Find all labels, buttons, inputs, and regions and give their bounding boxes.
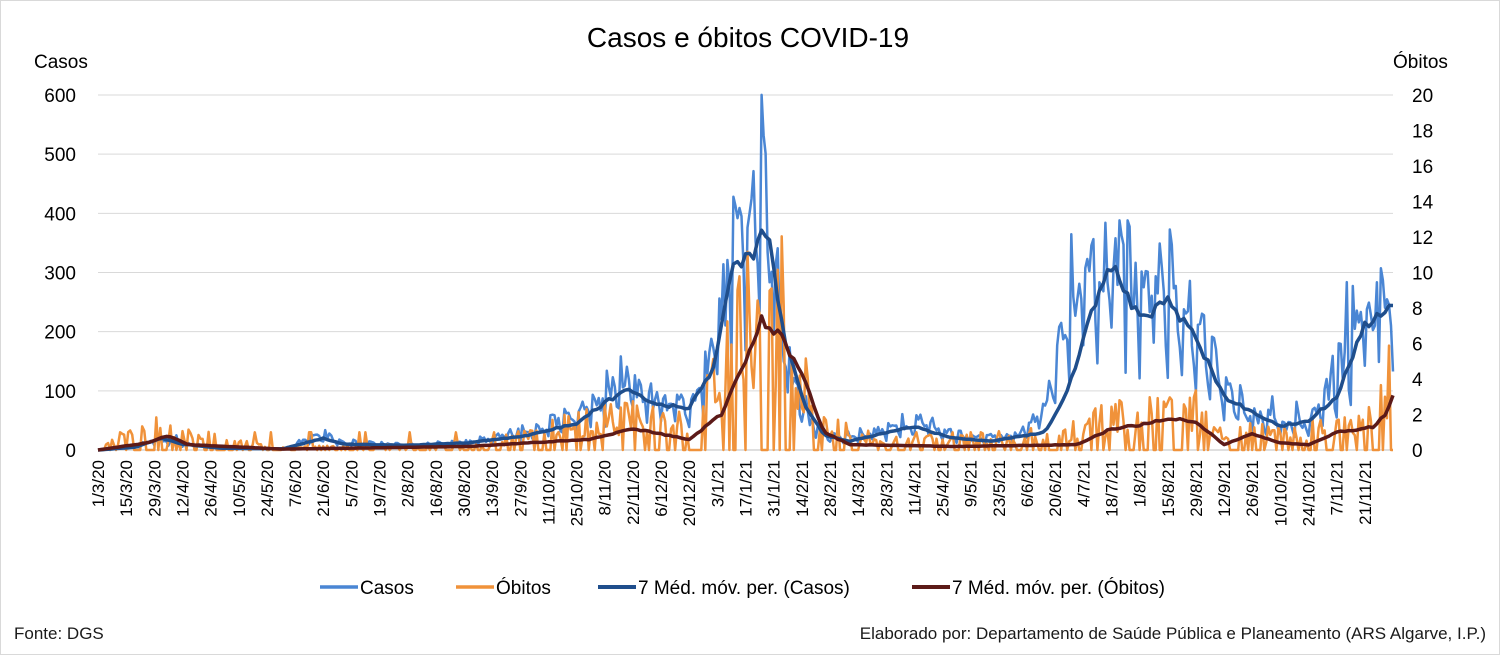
x-tick-label: 13/9/20 [483,460,502,517]
y-tick-right: 20 [1412,86,1433,107]
x-tick-label: 7/11/21 [1328,460,1347,515]
y-tick-left: 600 [44,86,76,107]
x-tick-label: 1/8/21 [1131,460,1150,507]
x-tick-label: 28/2/21 [821,460,840,517]
x-tick-label: 31/1/21 [765,460,784,517]
y-tick-right: 4 [1412,370,1423,391]
x-tick-label: 23/5/21 [990,460,1009,517]
x-tick-label: 10/10/21 [1271,460,1290,526]
x-tick-label: 26/9/21 [1243,460,1262,517]
x-tick-label: 12/9/21 [1215,460,1234,517]
y-tick-left: 300 [44,264,76,285]
y-tick-right: 18 [1412,122,1433,143]
y-tick-right: 10 [1412,264,1433,285]
y-tick-right: 0 [1412,441,1423,462]
x-tick-label: 19/7/20 [371,460,390,517]
x-tick-label: 15/8/21 [1159,460,1178,517]
x-tick-label: 30/8/20 [455,460,474,517]
x-tick-label: 5/7/20 [342,460,361,507]
y-tick-right: 8 [1412,299,1423,320]
x-tick-label: 24/10/21 [1300,460,1319,526]
x-tick-label: 17/1/21 [737,460,756,517]
x-tick-label: 27/9/20 [511,460,530,517]
x-tick-label: 20/6/21 [1046,460,1065,517]
x-tick-label: 20/12/20 [680,460,699,526]
y-tick-right: 12 [1412,228,1433,249]
x-tick-label: 6/6/21 [1018,460,1037,507]
chart-title: Casos e óbitos COVID-19 [587,22,909,53]
x-tick-label: 3/1/21 [708,460,727,507]
y-tick-left: 500 [44,145,76,166]
y-axis-left-label: Casos [34,52,88,73]
x-tick-label: 12/4/20 [173,460,192,517]
y-tick-right: 14 [1412,193,1434,214]
series-line-2 [97,228,1394,452]
footer-source: Fonte: DGS [14,624,104,643]
x-tick-label: 6/12/20 [652,460,671,517]
x-tick-label: 25/10/20 [568,460,587,526]
x-tick-label: 22/11/20 [624,460,643,525]
y-tick-left: 400 [44,204,76,225]
x-tick-label: 26/4/20 [202,460,221,517]
y-axis-right-label: Óbitos [1393,51,1448,73]
x-tick-label: 28/3/21 [877,460,896,517]
x-tick-label: 7/6/20 [286,460,305,507]
x-tick-label: 29/3/20 [145,460,164,517]
series-line-3 [97,314,1395,452]
x-tick-label: 8/11/20 [596,460,615,515]
x-tick-label: 4/7/21 [1074,460,1093,507]
x-tick-label: 21/11/21 [1356,460,1375,525]
x-tick-label: 16/8/20 [427,460,446,517]
x-tick-label: 14/2/21 [793,460,812,517]
legend-label: Casos [360,578,414,599]
legend-label: 7 Méd. móv. per. (Óbitos) [952,577,1165,599]
y-tick-right: 2 [1412,406,1423,427]
x-tick-label: 1/3/20 [89,460,108,507]
x-tick-label: 11/10/20 [539,460,558,525]
y-tick-left: 100 [44,382,76,403]
footer-credit: Elaborado por: Departamento de Saúde Púb… [859,624,1486,643]
x-tick-label: 9/5/21 [962,460,981,507]
y-tick-left: 0 [65,441,76,462]
x-tick-label: 10/5/20 [230,460,249,517]
x-tick-label: 18/7/21 [1102,460,1121,517]
x-tick-label: 29/8/21 [1187,460,1206,517]
x-tick-label: 15/3/20 [117,460,136,517]
x-tick-label: 25/4/21 [934,460,953,517]
x-tick-label: 24/5/20 [258,460,277,517]
x-tick-label: 14/3/21 [849,460,868,517]
y-tick-right: 16 [1412,157,1433,178]
legend-label: 7 Méd. móv. per. (Casos) [638,578,850,599]
x-tick-label: 2/8/20 [399,460,418,507]
y-tick-left: 200 [44,323,76,344]
y-tick-right: 6 [1412,335,1423,356]
legend-label: Óbitos [496,577,551,599]
x-tick-label: 11/4/21 [905,460,924,515]
x-tick-label: 21/6/20 [314,460,333,517]
